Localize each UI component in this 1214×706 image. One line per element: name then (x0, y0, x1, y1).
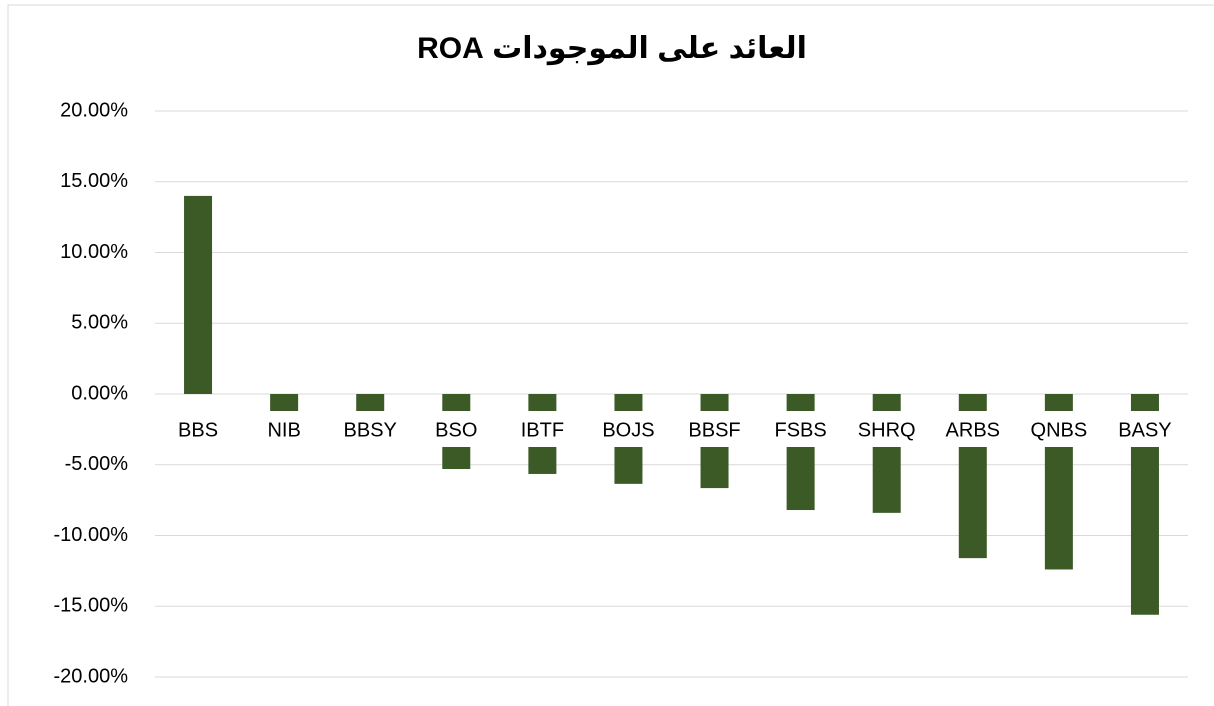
label-background (846, 411, 927, 447)
x-tick-label: BASY (1118, 419, 1171, 441)
label-background (1018, 411, 1099, 447)
label-background (502, 411, 583, 447)
label-background (416, 411, 497, 447)
chart-border (7, 4, 1214, 706)
y-tick-label: 15.00% (60, 170, 128, 192)
label-background (674, 411, 755, 447)
x-tick-label: BBSY (344, 419, 397, 441)
label-background (244, 411, 325, 447)
y-tick-label: 10.00% (60, 241, 128, 263)
label-background (588, 411, 669, 447)
x-tick-label: BOJS (602, 419, 654, 441)
y-tick-label: 20.00% (60, 99, 128, 121)
y-tick-label: -15.00% (54, 595, 129, 617)
y-tick-label: -20.00% (54, 665, 129, 687)
y-tick-label: 0.00% (71, 382, 128, 404)
x-tick-label: FSBS (775, 419, 827, 441)
label-background (330, 411, 411, 447)
label-background (760, 411, 841, 447)
x-tick-label: ARBS (946, 419, 1000, 441)
y-tick-label: -10.00% (54, 524, 129, 546)
label-background (932, 411, 1013, 447)
label-background (158, 411, 239, 447)
x-tick-label: IBTF (521, 419, 564, 441)
x-tick-label: QNBS (1031, 419, 1088, 441)
x-tick-label: BBSF (688, 419, 740, 441)
x-tick-label: SHRQ (858, 419, 916, 441)
bar (184, 195, 213, 394)
x-tick-label: BSO (435, 419, 477, 441)
label-background (1104, 411, 1185, 447)
y-tick-label: 5.00% (71, 312, 128, 334)
x-tick-label: NIB (267, 419, 300, 441)
x-tick-label: BBS (178, 419, 218, 441)
y-tick-label: -5.00% (65, 453, 129, 475)
chart-title: العائد على الموجودات ROA (417, 32, 807, 65)
